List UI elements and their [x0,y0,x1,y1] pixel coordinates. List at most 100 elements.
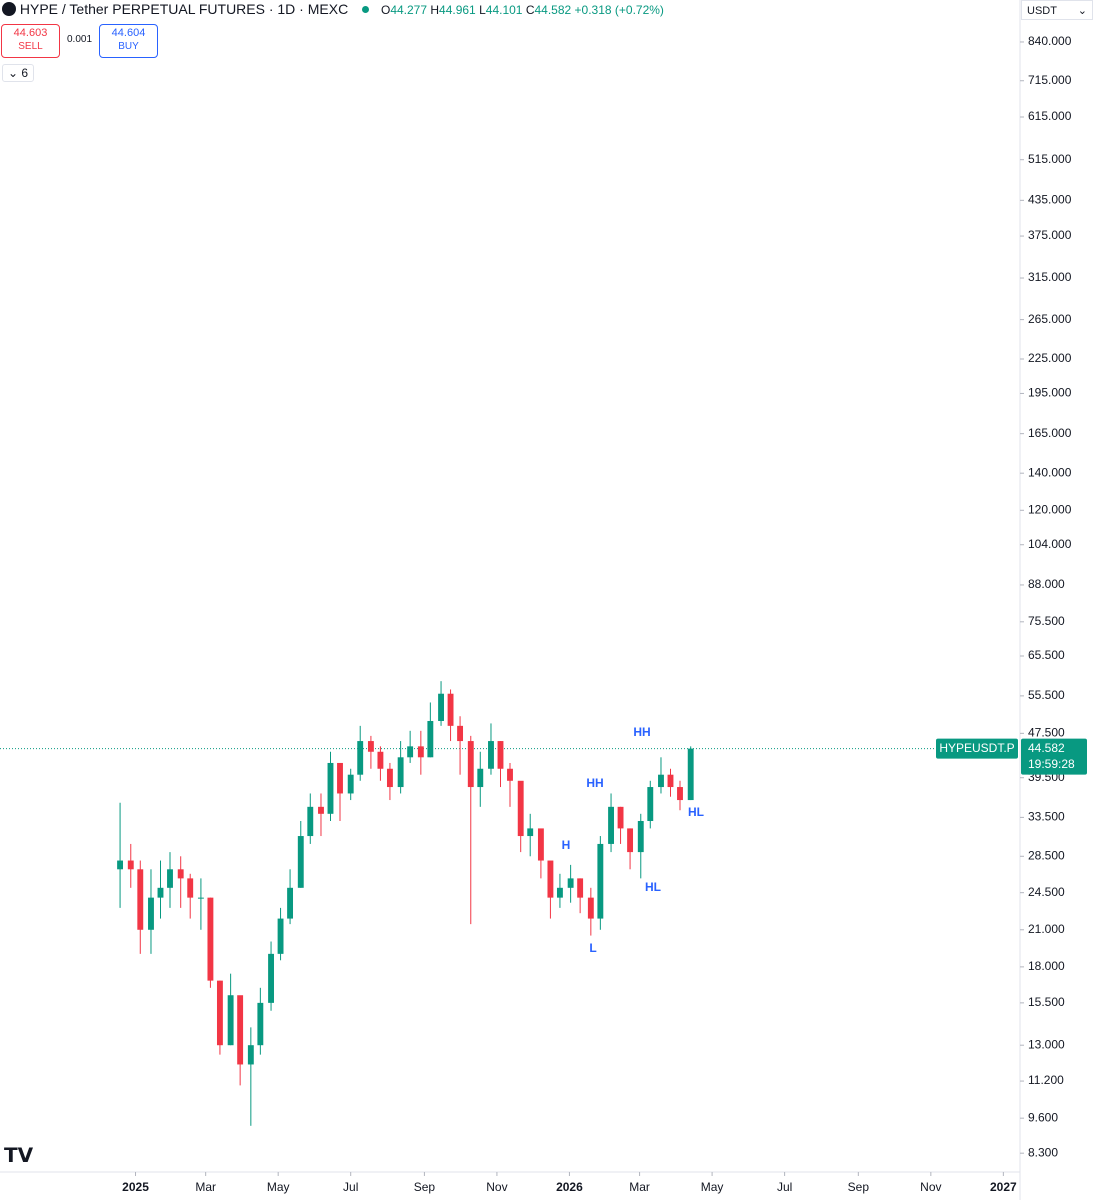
candle-body [237,995,244,1065]
candle-body [397,757,404,788]
candle-body [507,768,513,781]
symbol-icon [2,2,16,16]
annotation: HL [645,880,661,894]
candle-body [447,693,454,726]
o-value: 44.277 [390,3,428,17]
y-tick-label: 615.000 [1028,109,1072,123]
h-value: 44.961 [439,3,476,17]
x-tick-label: May [701,1180,724,1194]
y-tick-label: 8.300 [1028,1145,1058,1159]
symbol-legend: HYPE / Tether PERPETUAL FUTURES · 1D · M… [2,1,664,17]
annotation: L [589,941,596,955]
y-tick-label: 315.000 [1028,270,1072,284]
currency-select[interactable]: USDT ⌄ [1021,0,1093,20]
candle-body [488,741,494,769]
candle-body [257,1002,264,1046]
annotation: HH [633,725,650,739]
x-tick-label: Mar [195,1180,216,1194]
x-tick-label: 2025 [122,1180,149,1194]
y-tick-label: 104.000 [1028,537,1072,551]
y-tick-label: 15.500 [1028,995,1065,1009]
candle-body [587,897,594,919]
c-label: C [525,3,535,17]
candle-body [297,836,304,888]
annotation: H [562,838,571,852]
y-tick-label: 88.000 [1028,577,1065,591]
candle-body [167,869,173,888]
candle-body [227,995,234,1046]
x-tick-label: 2027 [990,1180,1017,1194]
candle-body [438,693,444,721]
y-tick-label: 515.000 [1028,152,1072,166]
candle-body [187,878,194,898]
indicators-toggle[interactable]: ⌄ 6 [2,64,35,82]
candle-body [407,746,414,758]
logo: 𝗧𝗩 [4,1145,34,1167]
candle-body [417,746,424,758]
y-tick-label: 165.000 [1028,426,1072,440]
candle-body [247,1045,254,1065]
candle-body [517,780,524,837]
x-tick-label: May [267,1180,290,1194]
x-tick-label: Jul [343,1180,358,1194]
y-tick-label: 18.000 [1028,959,1065,973]
candle-body [357,741,364,775]
buy-button[interactable]: 44.604 BUY [99,24,158,58]
candle-body [137,869,144,930]
candle-body [567,878,574,888]
x-tick-label: Nov [920,1180,941,1194]
candle-body [556,887,563,898]
buy-label: BUY [118,41,139,52]
candle-body [658,774,664,788]
change: +0.318 (+0.72%) [574,3,664,17]
candle-body [537,828,544,861]
candle-body [667,774,674,788]
candle-body [347,774,354,794]
ohlc: O44.277 H44.961 L44.101 C44.582 +0.318 (… [381,3,664,17]
y-tick-label: 47.500 [1028,726,1065,740]
y-tick-label: 435.000 [1028,193,1072,207]
candle-body [287,887,294,919]
x-tick-label: Nov [486,1180,507,1194]
y-tick-label: 11.200 [1028,1073,1064,1087]
l-label: L [479,3,486,17]
candle-body [477,768,484,788]
candle-body [177,869,184,879]
last-price-bg [1021,738,1087,775]
candle-body [377,751,384,769]
candle-body [367,741,374,752]
y-tick-label: 195.000 [1028,386,1072,400]
sell-price: 44.603 [13,27,48,39]
y-tick-label: 24.500 [1028,885,1065,899]
x-tick-label: Mar [629,1180,650,1194]
candle-body [687,748,694,801]
spread: 0.001 [67,34,93,45]
y-tick-label: 65.500 [1028,648,1065,662]
x-tick-label: Sep [414,1180,436,1194]
candle-body [497,741,504,769]
y-tick-label: 120.000 [1028,502,1072,516]
candle-body [307,806,314,837]
candle-body [386,768,393,788]
market-status [362,6,370,13]
y-tick-label: 140.000 [1028,465,1072,479]
y-tick-label: 225.000 [1028,351,1072,365]
currency: USDT [1027,5,1057,17]
candle-body [157,887,164,898]
last-price-label: 44.582 [1028,741,1065,755]
candle-body [148,897,154,930]
candle-body [127,860,134,870]
symbol-title[interactable]: HYPE / Tether PERPETUAL FUTURES · 1D · M… [19,1,349,17]
candle-body [608,806,614,844]
candle-body [467,741,474,788]
candle-body [207,897,214,981]
symbol-label-bg [936,738,1018,759]
y-tick-label: 265.000 [1028,312,1072,326]
candle-body [547,860,554,898]
candle-body [277,918,284,954]
candle-body [197,897,204,899]
sell-button[interactable]: 44.603 SELL [1,24,60,58]
candle-body [637,820,644,853]
annotation: HL [688,805,704,819]
